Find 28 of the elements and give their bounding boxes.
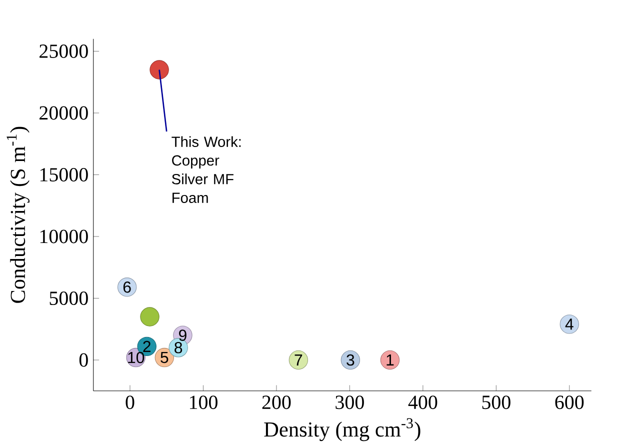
x-tick-label: 300 xyxy=(336,396,364,410)
annotation: 4 xyxy=(565,318,574,330)
x-tick-label: 600 xyxy=(555,396,584,410)
annotation: 2 xyxy=(143,340,150,352)
annotation: 7 xyxy=(294,354,302,366)
x-tick-label: 100 xyxy=(190,396,218,410)
y-tick-label: 25000 xyxy=(40,44,88,58)
x-tick-label: 200 xyxy=(262,396,291,410)
y-axis-title: Conductivity (S m$^{-1}$) xyxy=(6,126,30,303)
y-tick-label: 5000 xyxy=(50,292,88,305)
annotation: 6 xyxy=(123,281,131,293)
x-tick-label: 400 xyxy=(408,396,438,410)
annotation: 3 xyxy=(346,354,354,366)
x-tick-label: 500 xyxy=(482,396,510,410)
point xyxy=(150,60,169,80)
x-tick-label: 0 xyxy=(126,396,134,410)
annotation: 1 xyxy=(386,354,394,366)
y-tick-label: 15000 xyxy=(40,168,88,182)
annotation: This Work: Copper Silver MF Foam xyxy=(172,136,241,203)
annotation: 8 xyxy=(174,342,182,354)
y-tick-label: 20000 xyxy=(40,106,88,120)
y-tick-label: 10000 xyxy=(40,230,88,244)
annotation: 9 xyxy=(179,330,186,341)
annotation: 5 xyxy=(160,352,168,364)
y-tick-label: 0 xyxy=(79,353,88,367)
x-axis-title: Density (mg cm$^{-3}$) xyxy=(264,418,420,442)
point xyxy=(140,307,160,326)
annotation: 10 xyxy=(128,352,144,364)
